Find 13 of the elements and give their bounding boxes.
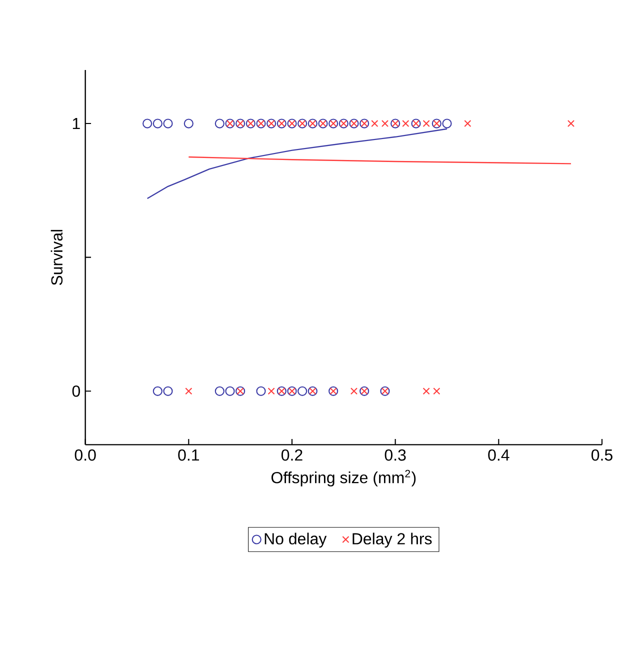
x-tick-label: 0.0 (75, 449, 96, 461)
x-tick-label: 0.4 (488, 449, 510, 461)
legend-label: Delay 2 hrs (352, 532, 432, 548)
x-tick-label: 0.5 (592, 449, 613, 461)
y-axis-title: Survival (51, 230, 63, 286)
x-tick-label: 0.2 (282, 449, 302, 461)
y-tick-label: 1 (73, 118, 80, 130)
y-tick-label: 0 (72, 385, 80, 397)
x-tick-label: 0.3 (385, 449, 406, 461)
legend-label: No delay (265, 532, 327, 548)
x-tick-label: 0.1 (178, 449, 200, 461)
line-series (188, 156, 572, 164)
x-axis-title: Offspring size (mm$^{2}$) (272, 470, 416, 486)
